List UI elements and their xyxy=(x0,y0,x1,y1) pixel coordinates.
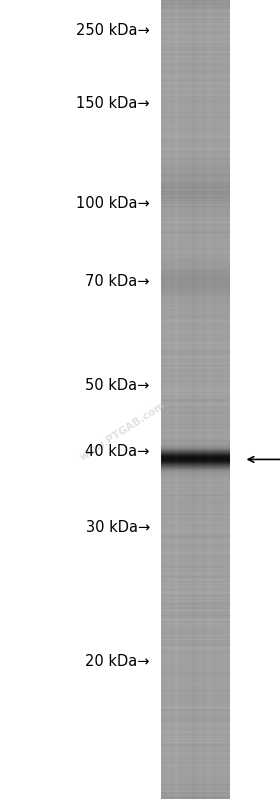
Text: 250 kDa→: 250 kDa→ xyxy=(76,23,150,38)
Text: 30 kDa→: 30 kDa→ xyxy=(86,520,150,535)
Text: 100 kDa→: 100 kDa→ xyxy=(76,197,150,211)
Text: 150 kDa→: 150 kDa→ xyxy=(76,97,150,111)
Text: 40 kDa→: 40 kDa→ xyxy=(85,444,150,459)
Text: 20 kDa→: 20 kDa→ xyxy=(85,654,150,669)
Text: 50 kDa→: 50 kDa→ xyxy=(85,379,150,393)
Text: 70 kDa→: 70 kDa→ xyxy=(85,274,150,288)
Text: www.PTGAB.com: www.PTGAB.com xyxy=(79,400,168,463)
